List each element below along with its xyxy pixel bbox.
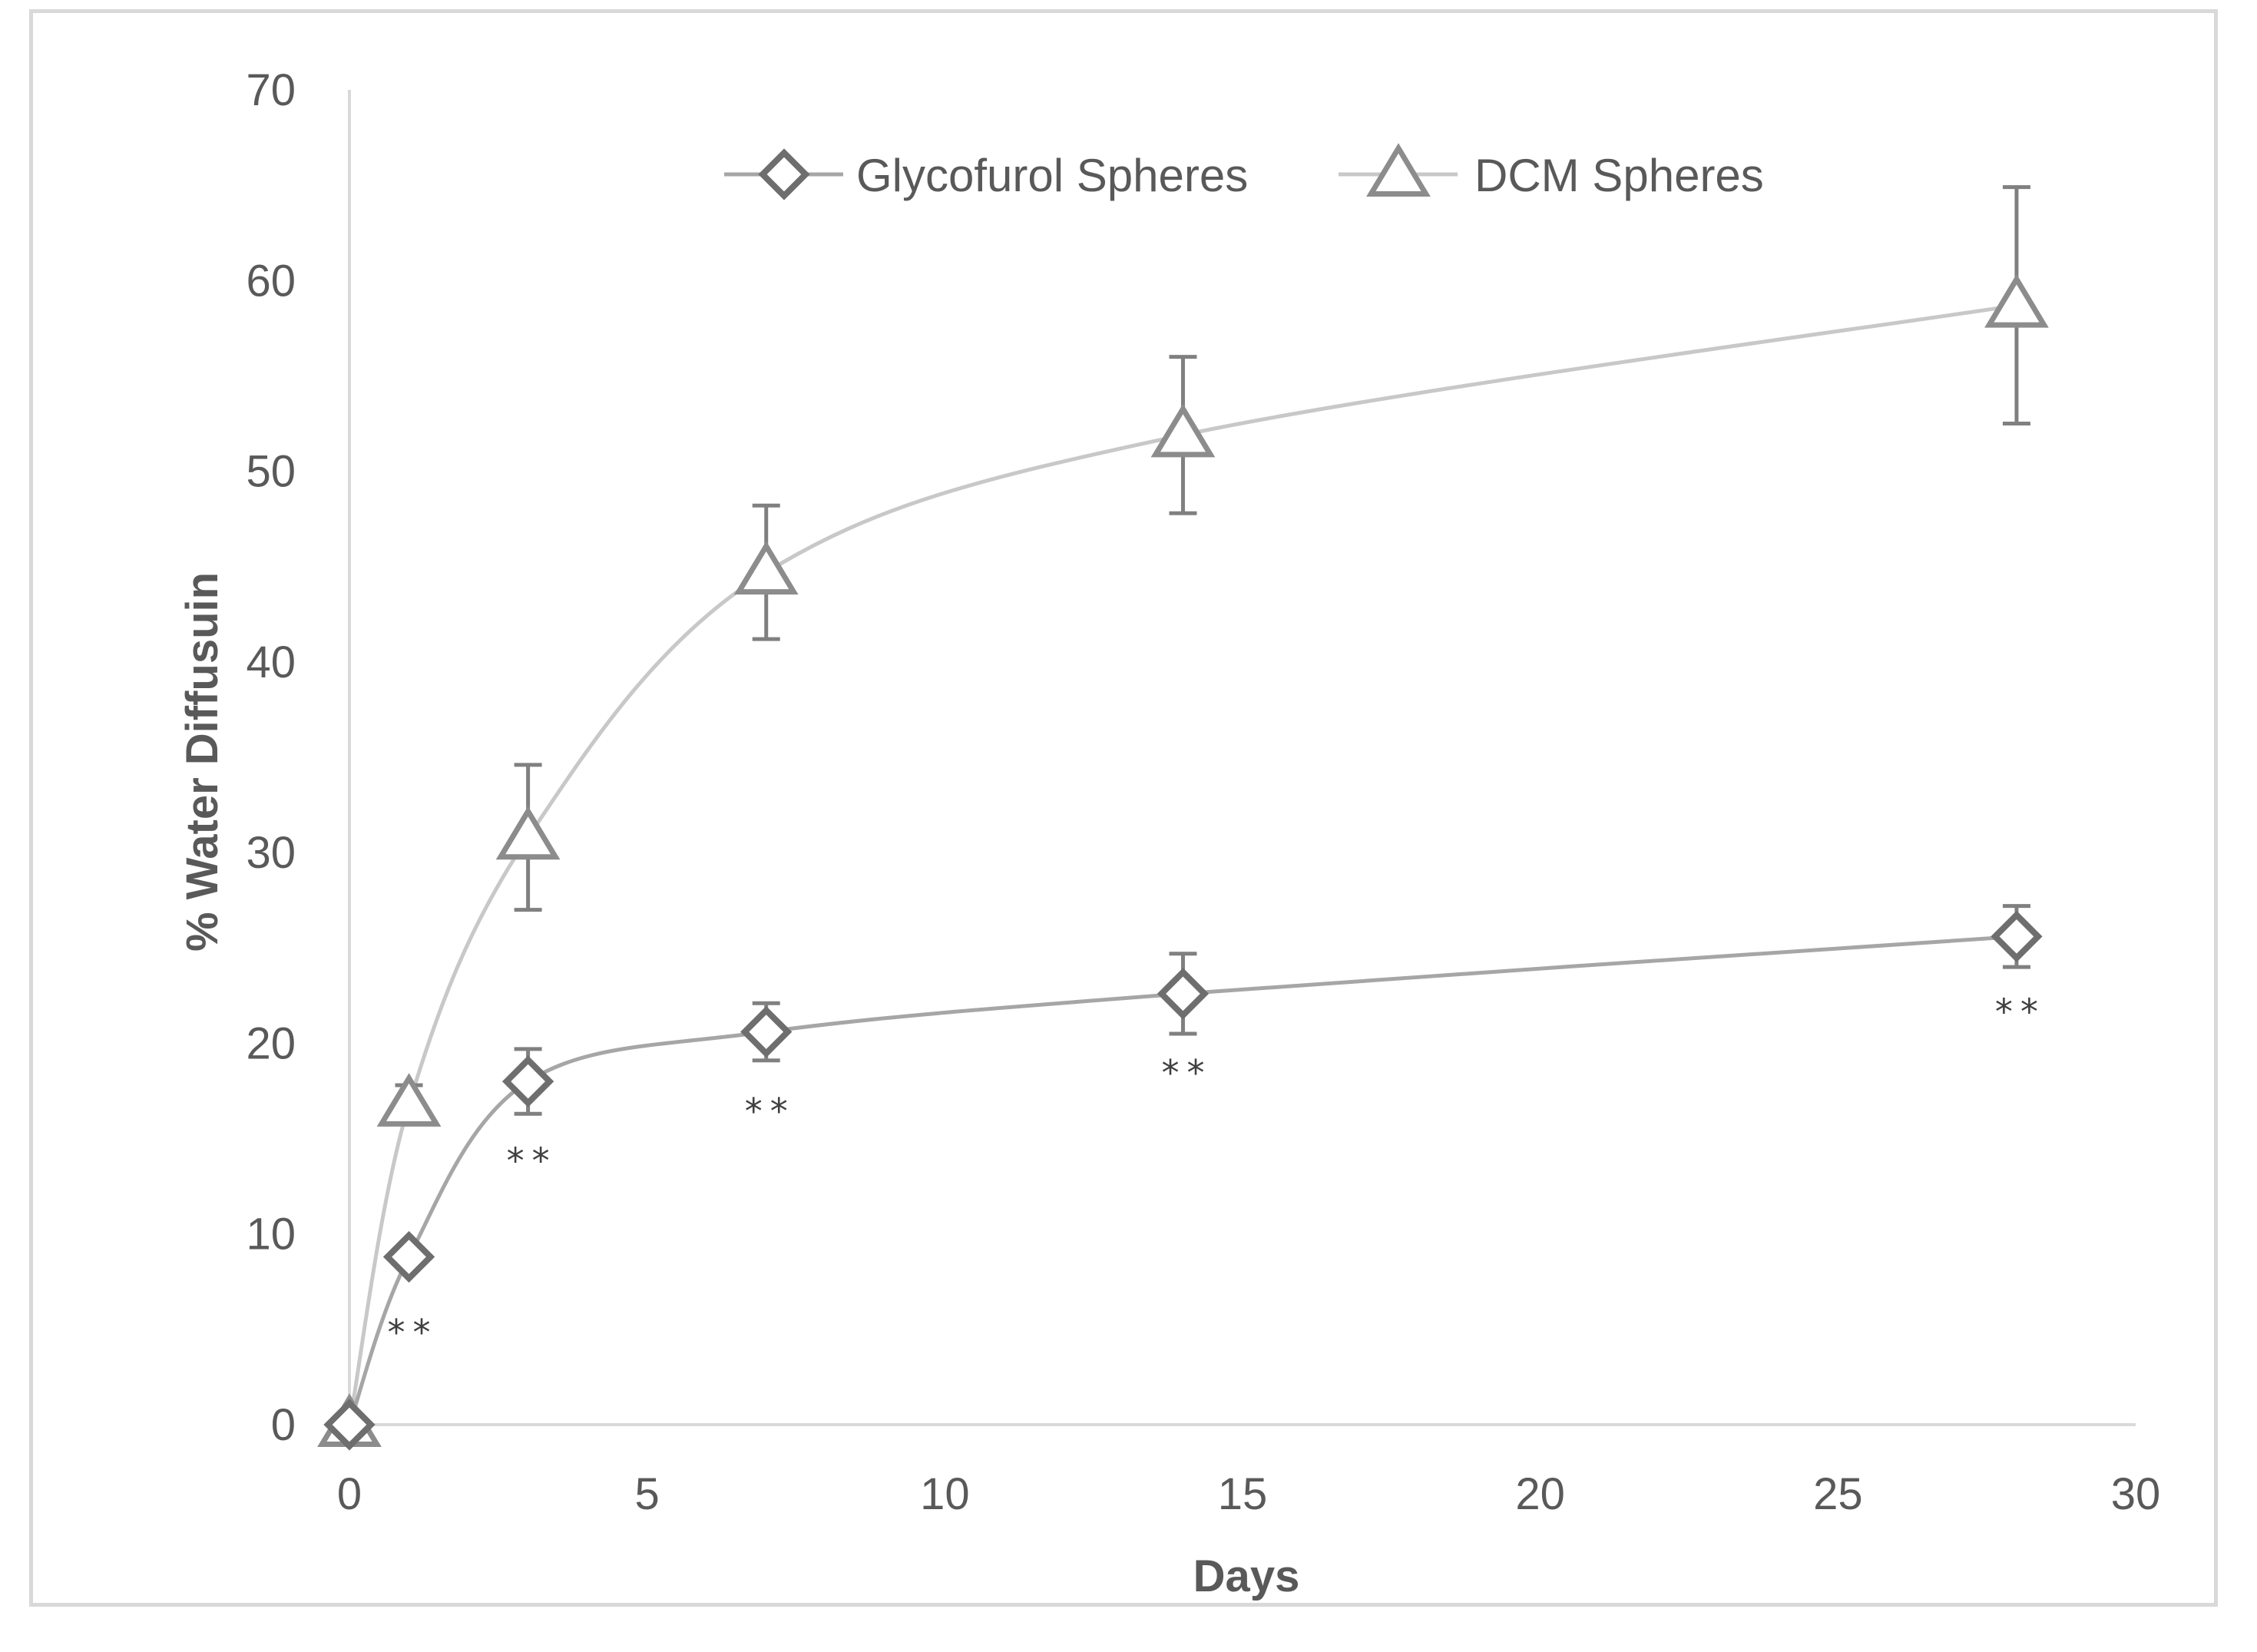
data-point — [495, 806, 561, 860]
x-tick-label: 30 — [2111, 1469, 2161, 1519]
series-dcm-spheres — [317, 185, 2049, 1447]
x-tick-label: 10 — [920, 1469, 970, 1519]
data-point — [382, 1230, 435, 1283]
legend: Glycofurol Spheres DCM Spheres — [724, 143, 1764, 201]
y-tick-label: 70 — [246, 65, 296, 115]
y-tick-label: 20 — [246, 1018, 296, 1068]
y-tick-label: 0 — [271, 1400, 296, 1450]
legend-label: Glycofurol Spheres — [856, 150, 1248, 201]
data-point — [323, 1399, 376, 1451]
data-point — [501, 1055, 554, 1107]
x-tick-label: 5 — [635, 1469, 660, 1519]
significance-label: ** — [1995, 992, 2046, 1033]
x-tick-label: 15 — [1218, 1469, 1268, 1519]
data-point — [1991, 910, 2043, 963]
x-tick-label: 20 — [1515, 1469, 1565, 1519]
y-tick-label: 50 — [246, 447, 296, 497]
legend-marker — [758, 148, 810, 200]
data-point — [1984, 273, 2049, 328]
legend-label: DCM Spheres — [1474, 150, 1764, 201]
x-tick-label: 25 — [1813, 1469, 1863, 1519]
chart-frame: 0 5 10 15 20 25 30 0 10 20 30 40 50 60 70 ** ** ** ** ** G… — [29, 9, 2218, 1607]
chart-svg: 0 5 10 15 20 25 30 0 10 20 30 40 50 60 70 ** ** ** ** ** G… — [177, 65, 2160, 1601]
data-point — [740, 1005, 793, 1058]
significance-label: ** — [388, 1312, 438, 1353]
legend-marker — [1366, 143, 1431, 197]
y-tick-label: 60 — [246, 256, 296, 306]
annotations: ** ** ** ** ** — [388, 992, 2046, 1353]
series-layer — [317, 185, 2049, 1451]
significance-label: ** — [507, 1140, 558, 1181]
significance-label: ** — [745, 1091, 796, 1132]
legend-item: DCM Spheres — [1339, 143, 1764, 201]
data-point — [1157, 968, 1210, 1020]
data-point — [376, 1073, 442, 1127]
y-tick-label: 40 — [246, 637, 296, 687]
data-point — [1150, 403, 1216, 458]
x-axis-title: Days — [1193, 1551, 1300, 1601]
x-tick-label: 0 — [337, 1469, 362, 1519]
data-point — [733, 541, 799, 595]
legend-item: Glycofurol Spheres — [724, 148, 1248, 201]
y-axis-title: % Water Diffusuin — [177, 572, 227, 952]
significance-label: ** — [1161, 1052, 1212, 1094]
y-tick-label: 30 — [246, 828, 296, 878]
axes: 0 5 10 15 20 25 30 0 10 20 30 40 50 60 70 — [246, 65, 2160, 1519]
y-tick-label: 10 — [246, 1210, 296, 1260]
series-glycofurol-spheres — [323, 904, 2043, 1451]
